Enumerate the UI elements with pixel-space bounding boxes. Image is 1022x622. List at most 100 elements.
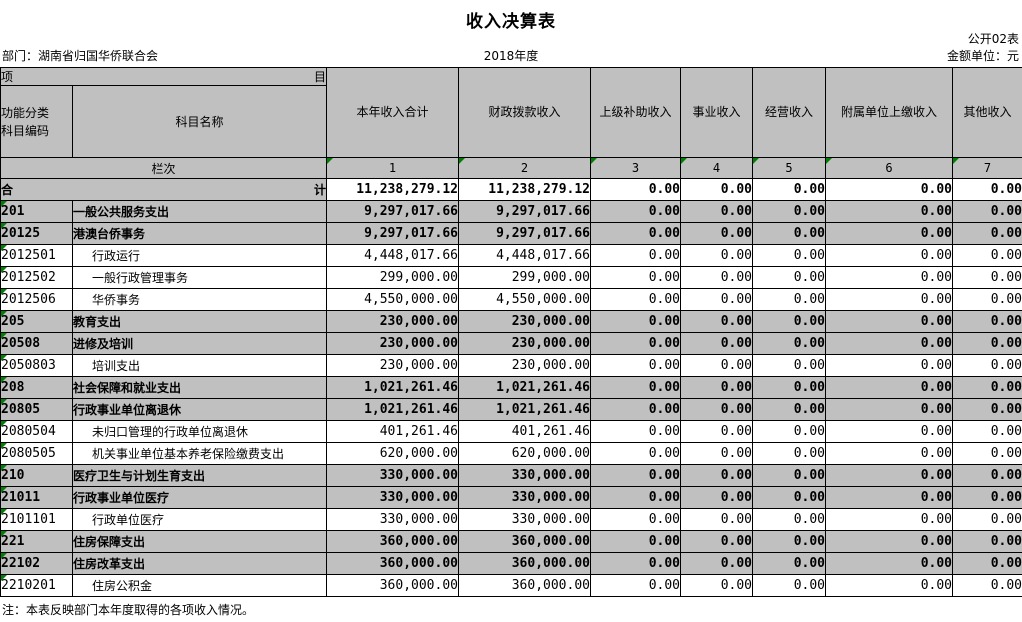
row-value-col5[interactable]: 0.00 [752, 332, 826, 355]
row-value-col7[interactable]: 0.00 [952, 486, 1022, 509]
row-value-col1[interactable]: 360,000.00 [326, 574, 459, 597]
row-value-col3[interactable]: 0.00 [590, 398, 681, 421]
total-value-col3[interactable]: 0.00 [590, 178, 681, 201]
row-value-col5[interactable]: 0.00 [752, 442, 826, 465]
row-value-col4[interactable]: 0.00 [680, 420, 753, 443]
row-value-col5[interactable]: 0.00 [752, 574, 826, 597]
row-value-col1[interactable]: 401,261.46 [326, 420, 459, 443]
row-value-col1[interactable]: 299,000.00 [326, 266, 459, 289]
total-row-label-cell[interactable]: 合 计 [0, 178, 327, 201]
row-value-col4[interactable]: 0.00 [680, 332, 753, 355]
total-value-col7[interactable]: 0.00 [952, 178, 1022, 201]
row-value-col2[interactable]: 1,021,261.46 [458, 398, 591, 421]
row-value-col6[interactable]: 0.00 [825, 398, 953, 421]
row-value-col2[interactable]: 401,261.46 [458, 420, 591, 443]
total-value-col2[interactable]: 11,238,279.12 [458, 178, 591, 201]
row-value-col1[interactable]: 1,021,261.46 [326, 376, 459, 399]
column-header-7[interactable]: 其他收入 [952, 67, 1022, 158]
row-value-col4[interactable]: 0.00 [680, 376, 753, 399]
row-value-col2[interactable]: 9,297,017.66 [458, 200, 591, 223]
row-code-cell[interactable]: 2080504 [0, 420, 73, 443]
row-name-cell[interactable]: 医疗卫生与计划生育支出 [72, 464, 327, 487]
row-value-col2[interactable]: 230,000.00 [458, 354, 591, 377]
row-value-col6[interactable]: 0.00 [825, 464, 953, 487]
column-index-7[interactable]: 7 [952, 157, 1022, 179]
row-value-col3[interactable]: 0.00 [590, 574, 681, 597]
code-column-header[interactable]: 功能分类 科目编码 [0, 85, 73, 158]
row-name-cell[interactable]: 行政单位医疗 [72, 508, 327, 531]
row-name-cell[interactable]: 一般公共服务支出 [72, 200, 327, 223]
row-value-col6[interactable]: 0.00 [825, 354, 953, 377]
row-value-col3[interactable]: 0.00 [590, 508, 681, 531]
row-value-col2[interactable]: 4,550,000.00 [458, 288, 591, 311]
row-code-cell[interactable]: 201 [0, 200, 73, 223]
row-value-col1[interactable]: 230,000.00 [326, 332, 459, 355]
row-value-col7[interactable]: 0.00 [952, 464, 1022, 487]
row-value-col4[interactable]: 0.00 [680, 200, 753, 223]
row-value-col5[interactable]: 0.00 [752, 288, 826, 311]
row-value-col3[interactable]: 0.00 [590, 332, 681, 355]
row-value-col6[interactable]: 0.00 [825, 200, 953, 223]
row-value-col6[interactable]: 0.00 [825, 310, 953, 333]
column-index-label[interactable]: 栏次 [0, 157, 327, 179]
row-name-cell[interactable]: 行政运行 [72, 244, 327, 267]
row-value-col6[interactable]: 0.00 [825, 486, 953, 509]
row-value-col3[interactable]: 0.00 [590, 420, 681, 443]
row-value-col2[interactable]: 330,000.00 [458, 508, 591, 531]
row-value-col2[interactable]: 299,000.00 [458, 266, 591, 289]
row-value-col7[interactable]: 0.00 [952, 310, 1022, 333]
row-value-col2[interactable]: 230,000.00 [458, 332, 591, 355]
row-value-col5[interactable]: 0.00 [752, 464, 826, 487]
row-value-col5[interactable]: 0.00 [752, 244, 826, 267]
row-value-col1[interactable]: 230,000.00 [326, 310, 459, 333]
row-value-col4[interactable]: 0.00 [680, 244, 753, 267]
row-value-col3[interactable]: 0.00 [590, 354, 681, 377]
row-code-cell[interactable]: 2080505 [0, 442, 73, 465]
row-value-col7[interactable]: 0.00 [952, 376, 1022, 399]
row-value-col3[interactable]: 0.00 [590, 442, 681, 465]
row-value-col5[interactable]: 0.00 [752, 508, 826, 531]
row-value-col2[interactable]: 330,000.00 [458, 486, 591, 509]
row-value-col5[interactable]: 0.00 [752, 310, 826, 333]
row-value-col6[interactable]: 0.00 [825, 508, 953, 531]
row-value-col5[interactable]: 0.00 [752, 222, 826, 245]
row-value-col2[interactable]: 360,000.00 [458, 574, 591, 597]
row-name-cell[interactable]: 行政事业单位医疗 [72, 486, 327, 509]
column-index-1[interactable]: 1 [326, 157, 459, 179]
row-value-col3[interactable]: 0.00 [590, 266, 681, 289]
row-value-col7[interactable]: 0.00 [952, 442, 1022, 465]
row-value-col6[interactable]: 0.00 [825, 574, 953, 597]
row-name-cell[interactable]: 进修及培训 [72, 332, 327, 355]
row-value-col1[interactable]: 360,000.00 [326, 552, 459, 575]
column-header-6[interactable]: 附属单位上缴收入 [825, 67, 953, 158]
row-value-col6[interactable]: 0.00 [825, 376, 953, 399]
column-header-4[interactable]: 事业收入 [680, 67, 753, 158]
row-value-col6[interactable]: 0.00 [825, 288, 953, 311]
row-value-col6[interactable]: 0.00 [825, 244, 953, 267]
row-value-col3[interactable]: 0.00 [590, 552, 681, 575]
row-value-col7[interactable]: 0.00 [952, 332, 1022, 355]
column-index-3[interactable]: 3 [590, 157, 681, 179]
row-value-col5[interactable]: 0.00 [752, 398, 826, 421]
row-value-col3[interactable]: 0.00 [590, 244, 681, 267]
row-name-cell[interactable]: 机关事业单位基本养老保险缴费支出 [72, 442, 327, 465]
name-column-header[interactable]: 科目名称 [72, 85, 327, 158]
row-code-cell[interactable]: 22102 [0, 552, 73, 575]
row-code-cell[interactable]: 2050803 [0, 354, 73, 377]
row-value-col2[interactable]: 1,021,261.46 [458, 376, 591, 399]
row-name-cell[interactable]: 未归口管理的行政单位离退休 [72, 420, 327, 443]
row-name-cell[interactable]: 教育支出 [72, 310, 327, 333]
row-value-col5[interactable]: 0.00 [752, 552, 826, 575]
row-name-cell[interactable]: 华侨事务 [72, 288, 327, 311]
column-header-3[interactable]: 上级补助收入 [590, 67, 681, 158]
row-name-cell[interactable]: 行政事业单位离退休 [72, 398, 327, 421]
row-value-col4[interactable]: 0.00 [680, 552, 753, 575]
row-value-col4[interactable]: 0.00 [680, 486, 753, 509]
row-name-cell[interactable]: 住房保障支出 [72, 530, 327, 553]
row-value-col3[interactable]: 0.00 [590, 288, 681, 311]
column-index-6[interactable]: 6 [825, 157, 953, 179]
row-value-col5[interactable]: 0.00 [752, 420, 826, 443]
row-value-col3[interactable]: 0.00 [590, 486, 681, 509]
row-value-col3[interactable]: 0.00 [590, 376, 681, 399]
row-value-col4[interactable]: 0.00 [680, 530, 753, 553]
